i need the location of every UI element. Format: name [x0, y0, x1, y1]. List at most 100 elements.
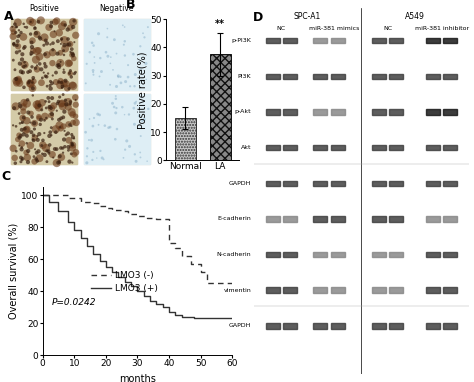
Point	[19, 104, 27, 110]
Point	[91, 54, 98, 60]
Point	[36, 53, 43, 60]
Bar	[331, 252, 345, 257]
Point	[89, 67, 97, 73]
Bar	[331, 323, 345, 329]
Point	[106, 124, 114, 130]
Point	[83, 145, 91, 151]
LMO3 (-)	[125, 209, 131, 214]
LMO3 (-)	[179, 254, 184, 258]
Point	[113, 126, 121, 132]
Point	[11, 160, 19, 166]
Point	[90, 42, 98, 49]
Bar	[283, 145, 297, 151]
Point	[145, 106, 152, 112]
Text: p-PI3K: p-PI3K	[232, 38, 251, 43]
Point	[57, 125, 64, 131]
Point	[36, 34, 43, 40]
Text: N-cadherin: N-cadherin	[217, 252, 251, 257]
Point	[31, 146, 39, 152]
Point	[52, 126, 60, 132]
LMO3 (+)	[147, 294, 153, 298]
Point	[64, 60, 72, 66]
Point	[113, 105, 120, 111]
Point	[66, 68, 74, 74]
Point	[24, 69, 32, 75]
Point	[31, 126, 38, 132]
Point	[66, 41, 74, 47]
Bar	[313, 74, 328, 79]
Point	[69, 24, 77, 30]
Point	[104, 26, 111, 32]
Point	[52, 129, 60, 135]
LMO3 (-)	[160, 217, 165, 222]
Point	[71, 71, 78, 77]
Point	[36, 61, 44, 67]
Point	[35, 115, 43, 121]
Point	[49, 47, 57, 53]
Bar	[283, 216, 297, 222]
Text: miR-381 mimics: miR-381 mimics	[309, 26, 360, 31]
Point	[83, 153, 91, 159]
Point	[57, 115, 65, 121]
Text: E-cadherin: E-cadherin	[218, 217, 251, 222]
Point	[119, 22, 127, 28]
Point	[16, 80, 23, 86]
Point	[46, 129, 54, 135]
Point	[19, 108, 27, 115]
Point	[47, 112, 55, 118]
Point	[23, 100, 31, 107]
LMO3 (-)	[166, 241, 172, 246]
Bar	[372, 145, 386, 151]
Point	[23, 118, 31, 124]
Point	[18, 119, 26, 125]
X-axis label: months: months	[119, 374, 156, 382]
LMO3 (-)	[144, 214, 150, 218]
LMO3 (-)	[40, 193, 46, 197]
Point	[11, 67, 19, 73]
Bar	[11, 19, 77, 90]
Bar	[266, 109, 280, 115]
Point	[67, 74, 75, 80]
Point	[18, 146, 26, 152]
Bar	[84, 19, 150, 90]
Text: SPC-A1: SPC-A1	[294, 11, 321, 21]
Point	[12, 76, 20, 82]
Point	[61, 128, 68, 134]
Point	[58, 79, 65, 86]
Bar	[266, 38, 280, 44]
Bar	[313, 288, 328, 293]
Text: B: B	[126, 0, 135, 11]
Point	[15, 110, 23, 117]
Point	[47, 19, 55, 26]
LMO3 (-)	[109, 206, 115, 210]
Point	[112, 93, 119, 99]
Bar	[266, 181, 280, 186]
Point	[121, 52, 128, 58]
Point	[69, 160, 76, 166]
Point	[40, 42, 47, 49]
Point	[143, 158, 151, 164]
Point	[58, 23, 66, 29]
Point	[122, 79, 129, 85]
Point	[47, 132, 55, 138]
Bar	[283, 38, 297, 44]
Point	[72, 149, 80, 155]
Point	[56, 50, 64, 56]
Point	[34, 133, 41, 139]
Point	[32, 65, 39, 71]
Point	[42, 73, 49, 79]
Point	[119, 155, 127, 161]
Point	[94, 111, 101, 117]
Bar	[84, 94, 150, 164]
Point	[23, 126, 31, 132]
Point	[10, 41, 18, 47]
Point	[27, 110, 35, 117]
Bar	[283, 252, 297, 257]
Point	[43, 115, 50, 121]
Point	[21, 126, 29, 132]
Bar	[372, 74, 386, 79]
Point	[33, 66, 41, 72]
Point	[95, 122, 102, 128]
Point	[35, 19, 42, 25]
Point	[43, 105, 50, 111]
